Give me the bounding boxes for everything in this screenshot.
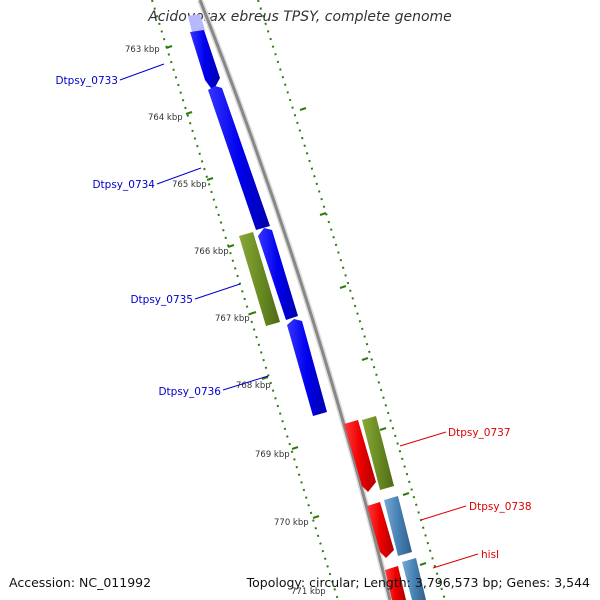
kbp-label: 768 kbp: [236, 381, 271, 391]
gene-dtpsy-0738[interactable]: [367, 502, 394, 558]
tick-marks: [165, 45, 427, 566]
genome-backbone: [198, 0, 392, 600]
tick-line-inner: [257, 0, 446, 600]
gene-hisi[interactable]: [385, 566, 406, 600]
accession-text: Accession: NC_011992: [9, 575, 152, 590]
gene-olive-reverse[interactable]: [362, 416, 394, 490]
gene-dtpsy-0737[interactable]: [344, 420, 376, 492]
kbp-label: 770 kbp: [274, 518, 309, 528]
gene-steelblue-reverse[interactable]: [384, 496, 412, 556]
tick-line-outer: [151, 0, 339, 600]
gene-label-dtpsy-0737[interactable]: Dtpsy_0737: [448, 427, 511, 439]
genome-summary-text: Topology: circular; Length: 3,796,573 bp…: [246, 575, 590, 590]
kbp-label: 767 kbp: [215, 314, 250, 324]
reverse-strand-genes: [344, 416, 426, 600]
gene-dtpsy-0736[interactable]: [287, 319, 327, 416]
gene-label-dtpsy-0736[interactable]: Dtpsy_0736: [158, 386, 221, 398]
label-connectors: [119, 63, 479, 569]
gene-labels: Dtpsy_0733 Dtpsy_0734 Dtpsy_0735 Dtpsy_0…: [55, 75, 531, 561]
gene-dtpsy-0733[interactable]: [190, 30, 220, 91]
gene-dtpsy-0735[interactable]: [258, 228, 298, 320]
forward-strand-genes: [188, 14, 327, 416]
backbone-shadow: [197, 0, 393, 600]
map-title: Acidovorax ebreus TPSY, complete genome: [148, 9, 452, 25]
gene-label-dtpsy-0734[interactable]: Dtpsy_0734: [92, 179, 155, 191]
gene-label-dtpsy-0738[interactable]: Dtpsy_0738: [469, 501, 532, 513]
kbp-label: 771 kbp: [291, 587, 326, 597]
kbp-label: 764 kbp: [148, 113, 183, 123]
kbp-label: 769 kbp: [255, 450, 290, 460]
gene-label-dtpsy-0733[interactable]: Dtpsy_0733: [55, 75, 118, 87]
gene-label-dtpsy-0735[interactable]: Dtpsy_0735: [130, 294, 193, 306]
gene-dtpsy-0732-fragment[interactable]: [188, 14, 205, 32]
kbp-label: 766 kbp: [194, 247, 229, 257]
kbp-scale: 763 kbp 764 kbp 765 kbp 766 kbp 767 kbp …: [125, 45, 326, 597]
gene-label-hisi[interactable]: hisI: [481, 549, 499, 561]
gene-steelblue-reverse-2[interactable]: [402, 558, 426, 600]
gene-olive-forward[interactable]: [239, 232, 280, 326]
kbp-label: 765 kbp: [172, 180, 207, 190]
kbp-label: 763 kbp: [125, 45, 160, 55]
gene-dtpsy-0734[interactable]: [208, 86, 270, 230]
